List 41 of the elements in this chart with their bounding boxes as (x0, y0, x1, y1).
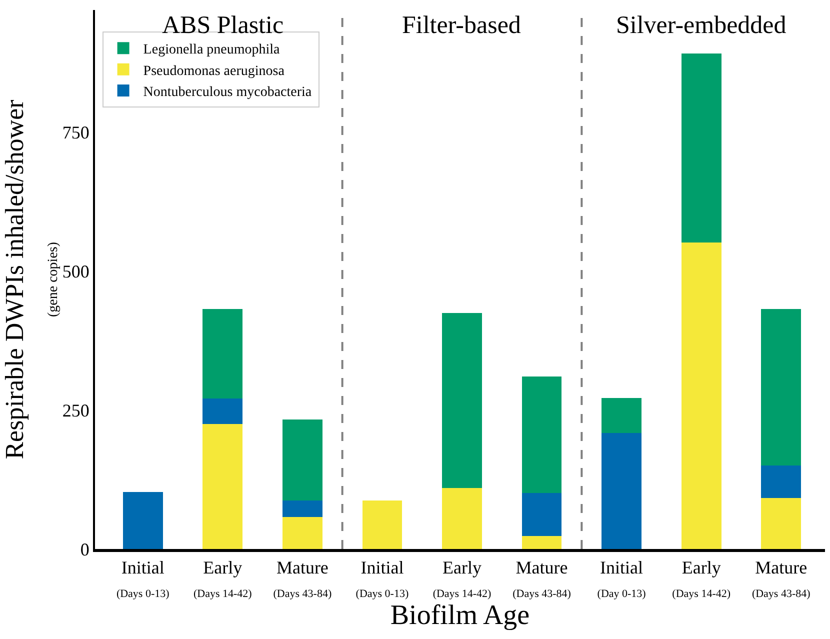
x-tick-label: Initial (Days 0-13) (356, 558, 409, 600)
bar (282, 420, 322, 501)
bar (282, 516, 322, 549)
bar (522, 376, 562, 493)
x-tick-label: Mature (Days 43-84) (512, 558, 572, 600)
legend-label: Legionella pneumophila (143, 42, 281, 58)
x-tick-label: Early (Days 14-42) (672, 558, 731, 600)
x-tick-label: Initial (Days 0-13) (116, 558, 170, 600)
x-tick-label: Early (Days 14-42) (193, 558, 252, 600)
legend-label: Pseudomonas aeruginosa (143, 64, 286, 79)
x-tick-label: Mature (Days 43-84) (273, 558, 332, 600)
y-tick-label: 0 (80, 539, 90, 560)
bar (681, 242, 722, 549)
x-axis-title: Biofilm Age (390, 600, 530, 631)
bar (202, 398, 243, 424)
x-tick-label: Early (Days 14-42) (432, 558, 492, 600)
bar (761, 498, 802, 549)
annotation: Silver-embedded (616, 12, 787, 39)
y-tick-label: 250 (62, 400, 90, 420)
legend-label: Nontuberculous mycobacteria (143, 85, 312, 100)
y-tick-label: 500 (62, 261, 90, 282)
annotation: ABS Plastic (162, 12, 284, 39)
y-tick-label: 750 (62, 122, 90, 143)
bar (442, 312, 482, 488)
bar (202, 308, 243, 398)
bar (761, 466, 802, 498)
bar (522, 492, 562, 536)
bar (681, 53, 722, 242)
bar (522, 536, 562, 549)
bar (122, 492, 163, 549)
bar (282, 500, 322, 517)
annotation: Filter-based (402, 12, 522, 39)
bar (602, 398, 642, 433)
bar (602, 432, 642, 549)
x-tick-label: Mature (Days 43-84) (752, 558, 811, 600)
bar (362, 500, 402, 549)
x-tick-label: Initial (Day 0-13) (597, 558, 646, 600)
bar (761, 308, 802, 466)
bar (442, 488, 482, 549)
bar (202, 424, 243, 549)
y-axis-title: Respirable DWPIs inhaled/shower (gene copies) (0, 99, 61, 460)
